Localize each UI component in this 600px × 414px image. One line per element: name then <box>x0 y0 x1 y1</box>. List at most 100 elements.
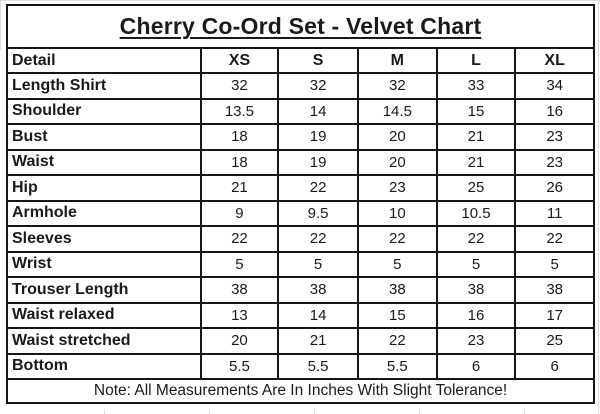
measurement-value: 38 <box>199 276 280 304</box>
measurement-value: 11 <box>514 199 595 227</box>
row-label: Bust <box>6 123 202 151</box>
measurement-value: 20 <box>199 327 280 355</box>
measurement-value: 19 <box>277 123 359 151</box>
row-label: Hip <box>6 174 202 202</box>
measurement-value: 18 <box>199 148 280 176</box>
chart-title: Cherry Co-Ord Set - Velvet Chart <box>119 13 482 39</box>
measurement-row: Waist relaxed 13 14 15 16 17 <box>6 301 595 329</box>
note-row: Note: All Measurements Are In Inches Wit… <box>6 378 595 404</box>
row-label: Bottom <box>6 352 202 380</box>
measurement-value: 22 <box>277 225 359 253</box>
row-label: Waist stretched <box>6 327 202 355</box>
row-label: Wrist <box>6 250 202 278</box>
measurement-value: 10 <box>357 199 438 227</box>
row-label: Waist <box>6 148 202 176</box>
measurement-value: 38 <box>357 276 438 304</box>
measurement-value: 5.5 <box>277 352 359 380</box>
measurement-value: 32 <box>199 72 280 100</box>
measurement-value: 14 <box>277 97 359 125</box>
measurement-value: 22 <box>357 327 438 355</box>
measurement-value: 25 <box>514 327 595 355</box>
spreadsheet-gridline <box>0 0 1 50</box>
measurement-value: 23 <box>357 174 438 202</box>
measurement-value: 21 <box>435 123 517 151</box>
measurement-value: 13.5 <box>199 97 280 125</box>
measurement-value: 21 <box>199 174 280 202</box>
measurement-value: 14.5 <box>357 97 438 125</box>
measurement-value: 6 <box>514 352 595 380</box>
measurement-row: Armhole 9 9.5 10 10.5 11 <box>6 199 595 227</box>
size-column-header: M <box>357 47 438 74</box>
measurement-value: 5 <box>357 250 438 278</box>
measurement-value: 6 <box>435 352 517 380</box>
measurement-value: 16 <box>514 97 595 125</box>
measurement-value: 22 <box>277 174 359 202</box>
measurement-value: 15 <box>357 301 438 329</box>
row-label: Trouser Length <box>6 276 202 304</box>
measurement-value: 10.5 <box>435 199 517 227</box>
spreadsheet-gridline <box>0 0 600 1</box>
note-text: Note: All Measurements Are In Inches Wit… <box>6 378 595 404</box>
measurement-value: 23 <box>435 327 517 355</box>
spreadsheet-gridline <box>419 410 420 414</box>
measurement-value: 21 <box>277 327 359 355</box>
measurement-value: 18 <box>199 123 280 151</box>
measurement-value: 26 <box>514 174 595 202</box>
measurement-value: 38 <box>277 276 359 304</box>
spreadsheet-gridline <box>209 410 210 414</box>
measurement-value: 32 <box>357 72 438 100</box>
measurement-row: Bottom 5.5 5.5 5.5 6 6 <box>6 352 595 380</box>
measurement-value: 13 <box>199 301 280 329</box>
measurement-value: 17 <box>514 301 595 329</box>
measurement-value: 23 <box>514 123 595 151</box>
measurement-row: Hip 21 22 23 25 26 <box>6 174 595 202</box>
measurement-value: 5.5 <box>199 352 280 380</box>
row-label: Waist relaxed <box>6 301 202 329</box>
row-label: Length Shirt <box>6 72 202 100</box>
title-cell: Cherry Co-Ord Set - Velvet Chart <box>6 4 595 49</box>
measurement-value: 22 <box>435 225 517 253</box>
measurement-value: 22 <box>514 225 595 253</box>
measurement-row: Wrist 5 5 5 5 5 <box>6 250 595 278</box>
measurement-value: 15 <box>435 97 517 125</box>
measurement-value: 22 <box>199 225 280 253</box>
row-label: Shoulder <box>6 97 202 125</box>
measurement-value: 16 <box>435 301 517 329</box>
title-row: Cherry Co-Ord Set - Velvet Chart <box>6 4 595 49</box>
measurement-value: 14 <box>277 301 359 329</box>
measurement-value: 9 <box>199 199 280 227</box>
measurement-value: 22 <box>357 225 438 253</box>
measurement-value: 5 <box>514 250 595 278</box>
measurement-value: 38 <box>435 276 517 304</box>
size-column-header: XL <box>514 47 595 74</box>
measurement-value: 33 <box>435 72 517 100</box>
measurement-row: Sleeves 22 22 22 22 22 <box>6 225 595 253</box>
row-label: Armhole <box>6 199 202 227</box>
measurement-row: Trouser Length 38 38 38 38 38 <box>6 276 595 304</box>
spreadsheet-gridline <box>104 410 105 414</box>
measurement-value: 5 <box>277 250 359 278</box>
header-row: Detail XS S M L XL <box>6 47 595 74</box>
row-label: Sleeves <box>6 225 202 253</box>
measurement-value: 34 <box>514 72 595 100</box>
measurement-value: 23 <box>514 148 595 176</box>
measurement-row: Waist stretched 20 21 22 23 25 <box>6 327 595 355</box>
measurement-row: Bust 18 19 20 21 23 <box>6 123 595 151</box>
measurement-value: 21 <box>435 148 517 176</box>
spreadsheet-gridline <box>524 410 525 414</box>
size-column-header: L <box>435 47 517 74</box>
detail-column-header: Detail <box>6 47 202 74</box>
measurement-value: 25 <box>435 174 517 202</box>
measurement-value: 38 <box>514 276 595 304</box>
size-column-header: S <box>277 47 359 74</box>
measurement-row: Length Shirt 32 32 32 33 34 <box>6 72 595 100</box>
measurement-value: 19 <box>277 148 359 176</box>
spreadsheet-gridline <box>598 0 599 414</box>
measurement-value: 9.5 <box>277 199 359 227</box>
measurement-row: Shoulder 13.5 14 14.5 15 16 <box>6 97 595 125</box>
measurement-value: 20 <box>357 123 438 151</box>
size-column-header: XS <box>199 47 280 74</box>
measurement-value: 5 <box>199 250 280 278</box>
measurement-row: Waist 18 19 20 21 23 <box>6 148 595 176</box>
